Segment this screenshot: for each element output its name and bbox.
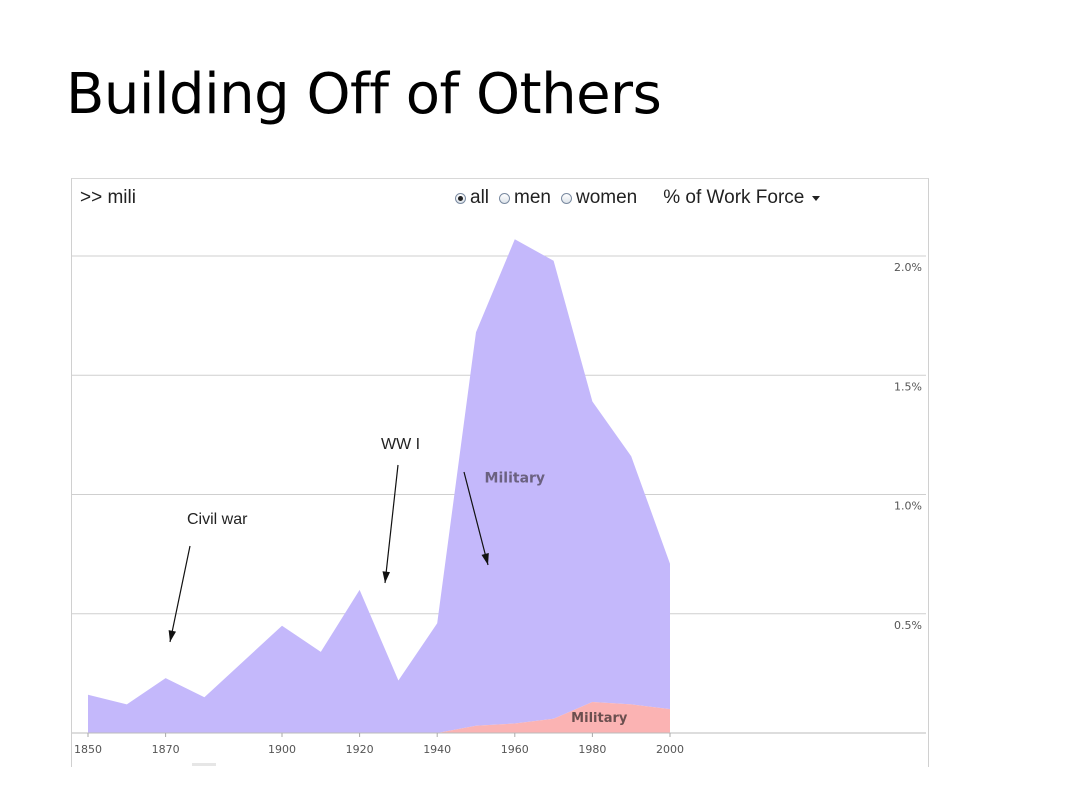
radio-women[interactable]: women <box>560 187 638 209</box>
arrow-civil-war-head <box>168 630 177 642</box>
radio-men-label[interactable]: men <box>514 187 551 208</box>
filter-controls: all men women % of Work Force <box>455 187 821 209</box>
measure-label[interactable]: % of Work Force <box>663 187 805 208</box>
series-label-military-women: Military <box>571 711 628 726</box>
radio-all-label[interactable]: all <box>470 187 490 208</box>
series-label-military-all: Military <box>485 471 546 487</box>
radio-men-icon[interactable] <box>499 192 511 204</box>
chart-panel: >> mili all men women % of Work Force 0.… <box>71 178 929 767</box>
x-tick-label: 2000 <box>656 743 684 756</box>
radio-men[interactable]: men <box>499 187 551 209</box>
arrow-civil-war <box>169 545 191 643</box>
radio-all[interactable]: all <box>455 187 489 209</box>
x-tick-label: 1960 <box>501 743 529 756</box>
y-tick-label: 1.0% <box>894 500 922 513</box>
x-tick-label: 1920 <box>346 743 374 756</box>
measure-dropdown[interactable]: % of Work Force <box>663 187 821 209</box>
x-tick-label: 1940 <box>423 743 451 756</box>
annotation-ww1: WW I <box>381 436 420 453</box>
x-tick-label: 1850 <box>74 743 102 756</box>
x-tick-label: 1870 <box>152 743 180 756</box>
y-tick-label: 2.0% <box>894 261 922 274</box>
y-tick-label: 1.5% <box>894 380 922 393</box>
radio-women-label[interactable]: women <box>575 187 638 208</box>
query-text[interactable]: >> mili <box>80 187 136 208</box>
arrow-ww1-head <box>382 571 390 583</box>
radio-women-icon[interactable] <box>560 192 572 204</box>
y-tick-label: 0.5% <box>894 619 922 632</box>
chart-svg: 0.5% 1.0% 1.5% 2.0% 1850 1870 1900 1920 1940 1960… <box>72 239 926 756</box>
chevron-down-icon[interactable] <box>812 195 821 201</box>
area-series-all <box>88 239 670 734</box>
slide-title: Building Off of Others <box>66 62 662 127</box>
x-tick-label: 1980 <box>578 743 606 756</box>
radio-all-icon[interactable] <box>455 192 466 204</box>
arrow-ww1 <box>384 464 399 584</box>
arrow-ww2-head <box>481 553 489 565</box>
arrow-ww2 <box>463 471 489 566</box>
annotation-civil-war: Civil war <box>187 511 248 528</box>
x-tick-label: 1900 <box>268 743 296 756</box>
area-series-women <box>88 702 670 733</box>
scroll-tab <box>192 763 216 766</box>
